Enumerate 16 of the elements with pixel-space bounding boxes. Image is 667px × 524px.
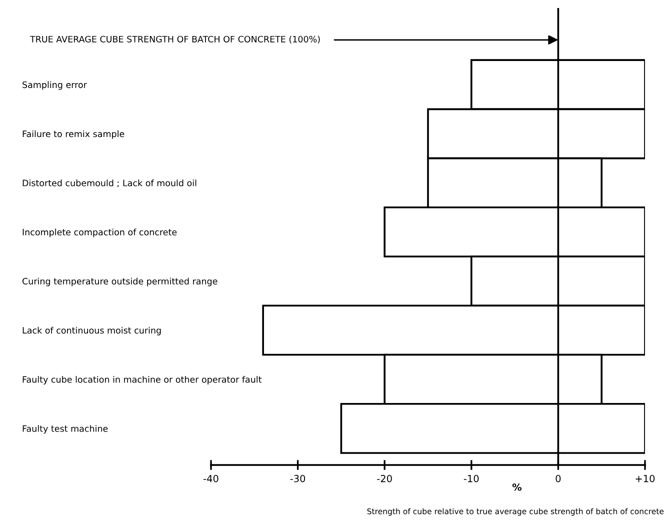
x-tick-label: -30 — [290, 474, 306, 482]
x-tick-label: -20 — [377, 474, 392, 482]
x-tick-label: 0 — [556, 474, 561, 482]
y-tick-label: Failure to remix sample — [22, 130, 124, 139]
y-tick-label: Sampling error — [22, 81, 87, 90]
y-tick-label: Curing temperature outside permitted range — [22, 278, 218, 286]
y-tick-label: Incomplete compaction of concrete — [22, 228, 177, 238]
y-tick-label: Distorted cubemould ; Lack of mould oil — [22, 180, 196, 188]
y-tick-label: Lack of continuous moist curing — [22, 326, 161, 336]
x-tick-label: -40 — [204, 474, 218, 482]
y-tick-label: Faulty cube location in machine or other operator fault — [22, 376, 262, 384]
ref-line-label: TRUE AVERAGE CUBE STRENGTH OF BATCH OF CONCRETE (100%) — [30, 36, 320, 44]
y-tick-label: Faulty test machine — [22, 425, 108, 434]
x-tick-label: -10 — [464, 474, 479, 482]
x-axis-title: % — [512, 483, 522, 491]
x-tick-label: +10 — [636, 474, 655, 482]
